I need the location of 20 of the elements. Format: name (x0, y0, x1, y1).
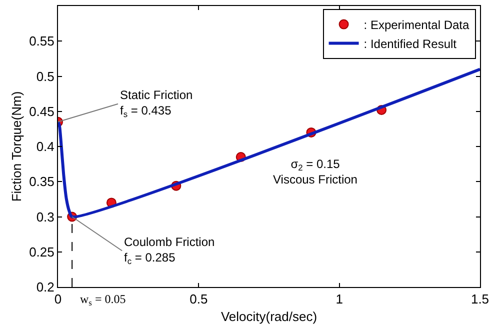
y-tick-label: 0.45 (29, 104, 54, 119)
y-tick-label: 0.25 (29, 244, 54, 260)
annotation: Coulomb Friction f$_{c}$ = 0.285 (124, 235, 215, 266)
y-tick-label: 0.5 (36, 68, 54, 84)
y-tick-label: 0.55 (29, 34, 54, 49)
x-axis-title: Velocity(rad/sec) (220, 309, 318, 324)
legend-label: : Experimental Data (364, 18, 470, 32)
annotation: σ$_{2}$ = 0.15 Viscous Friction (273, 157, 358, 187)
ref-line-label: w$_{s}$ = 0.05 (80, 292, 126, 308)
x-tick-label: 0 (54, 292, 62, 307)
y-tick-label: 0.2 (36, 280, 54, 295)
x-tick-label: 1.5 (470, 292, 490, 307)
y-tick-label: 0.3 (36, 209, 54, 224)
y-tick-label: 0.4 (36, 139, 54, 154)
x-tick-label: 1 (336, 292, 343, 307)
y-tick-label: 0.35 (29, 174, 54, 190)
x-tick-label: 0.5 (190, 292, 208, 307)
annotation: Static Friction f$_{s}$ = 0.435 (120, 88, 193, 120)
y-axis-title: Fiction Torque(Nm) (9, 91, 24, 202)
legend-label: : Identified Result (364, 36, 458, 51)
